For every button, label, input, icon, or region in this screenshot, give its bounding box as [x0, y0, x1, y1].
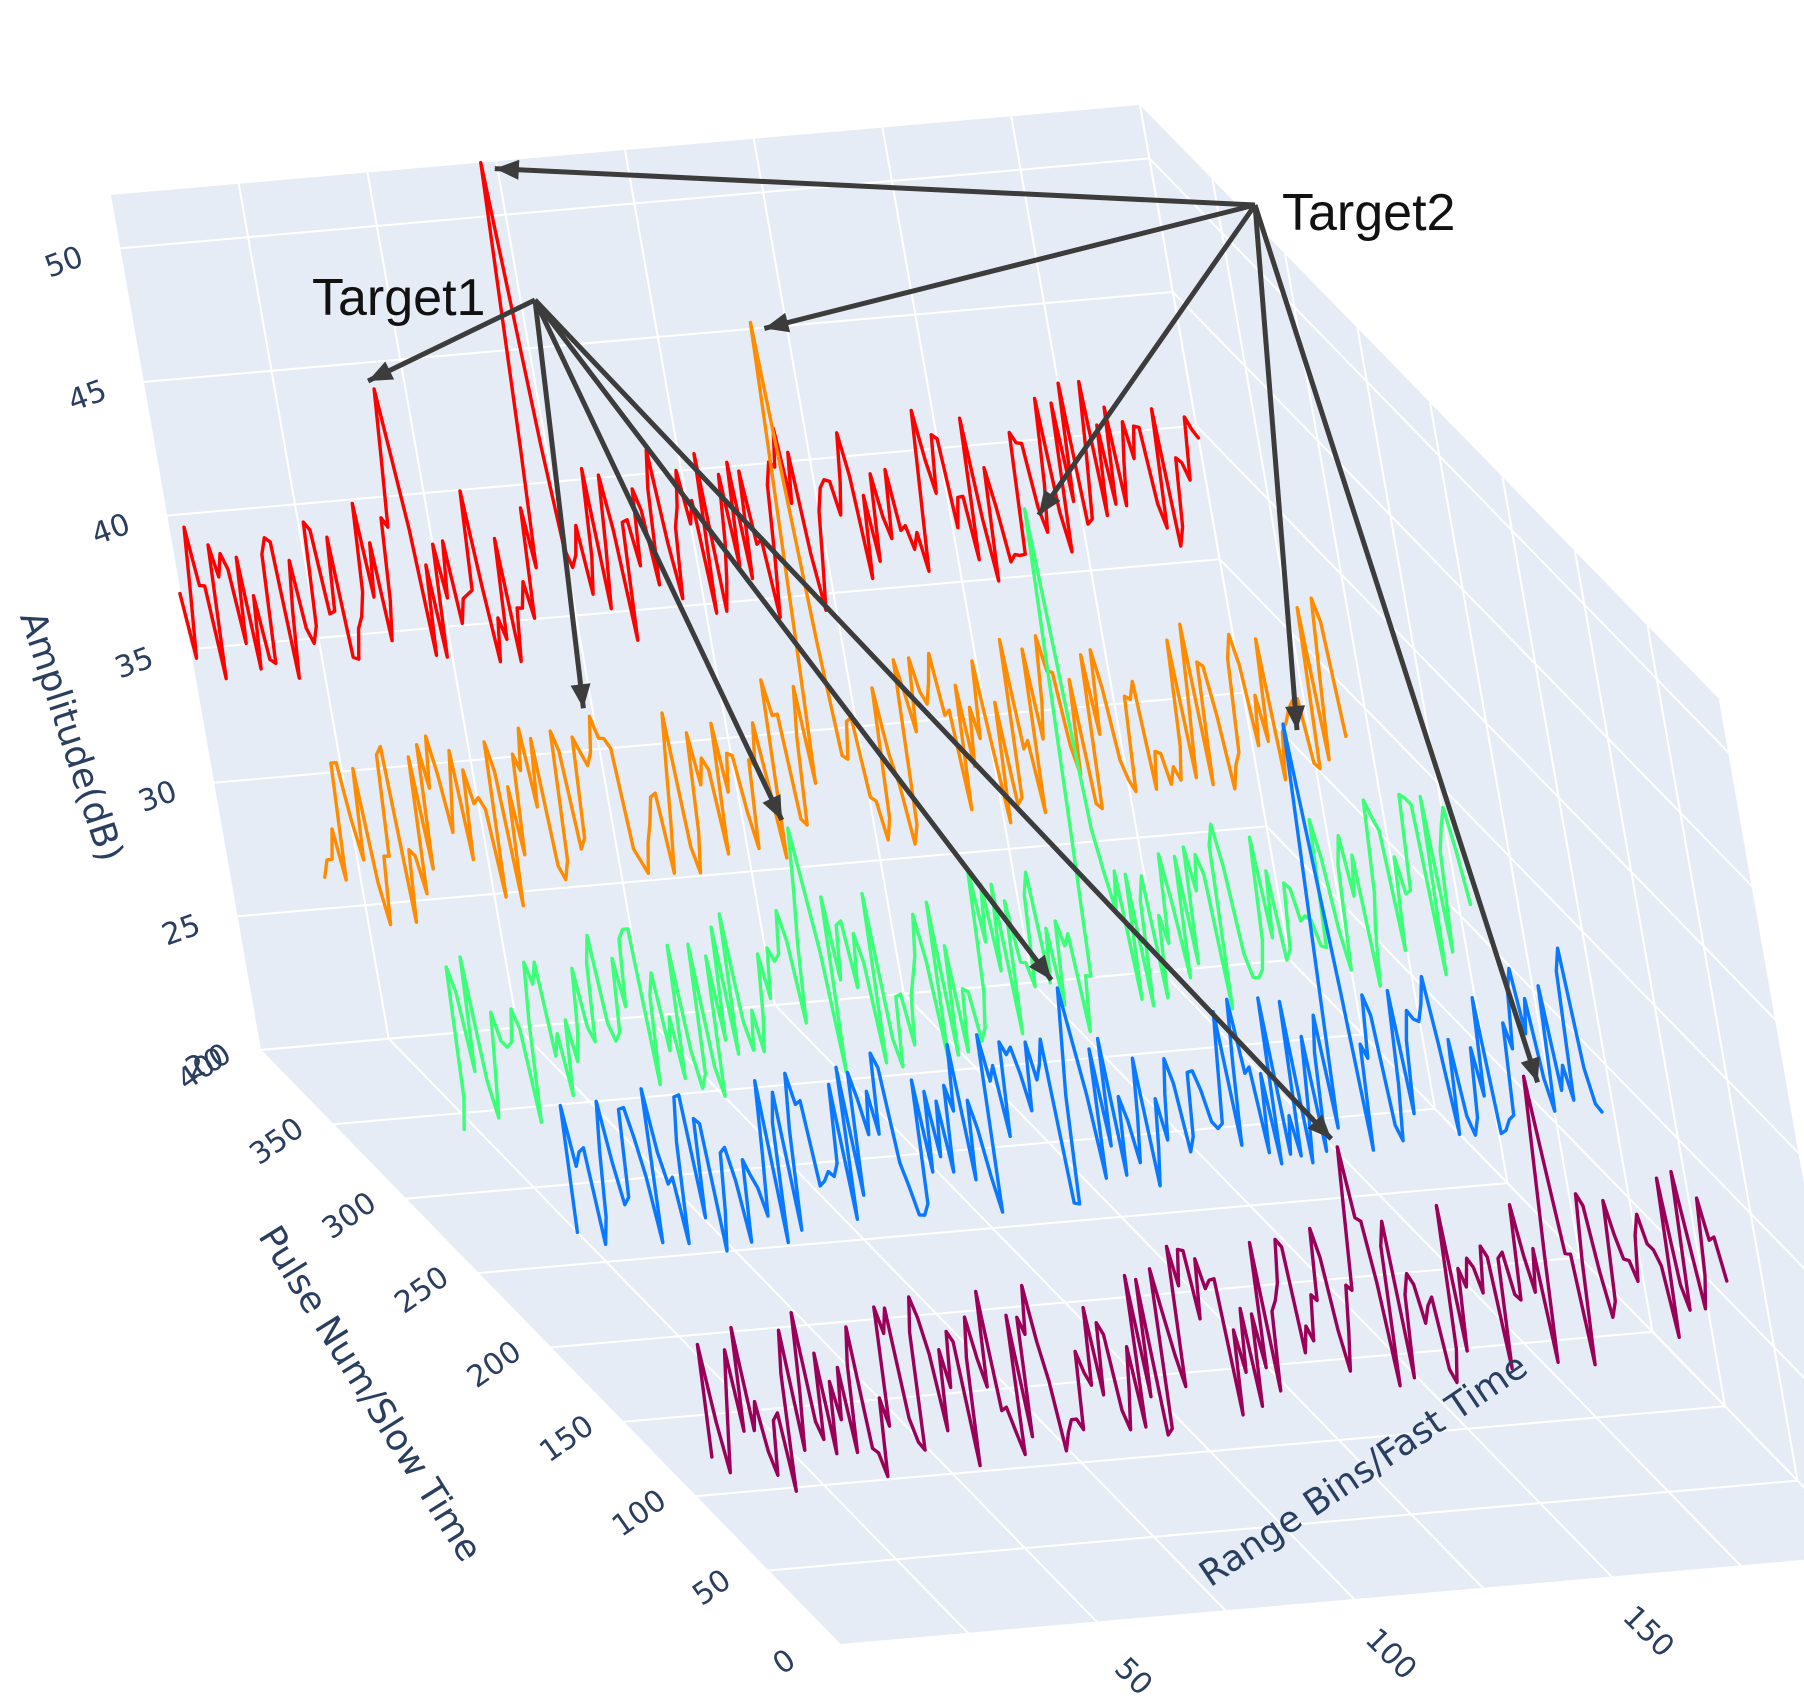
grid-right-y: [1574, 551, 1726, 1407]
y-tick-label: 350: [243, 1111, 310, 1173]
arrow-target2-pulse-400-head: [494, 159, 520, 180]
grid-right-z: [1242, 692, 1804, 1270]
grid-back-x: [624, 149, 776, 1006]
arrow-target1-pulse-80-head: [1307, 1114, 1332, 1139]
grid-floor-y: [549, 1256, 1581, 1349]
grid-right-z: [1289, 959, 1804, 1489]
grid-right-y: [1139, 104, 1291, 961]
arrow-target2-pulse-320: [763, 202, 1256, 331]
grid-back-z: [166, 424, 1197, 517]
arrow-target1-pulse-400-head: [368, 361, 395, 381]
y-tick-label: 150: [533, 1408, 600, 1470]
y-tick-label: 300: [316, 1185, 383, 1247]
z-tick-label: 45: [64, 373, 112, 419]
arrow-target1-pulse-320-head: [570, 683, 591, 709]
grid-right-z: [1195, 424, 1777, 1022]
annotation-target1: Target1: [312, 269, 485, 327]
annotation-target2: Target2: [1282, 184, 1455, 242]
z-tick-label: 25: [157, 907, 205, 953]
arrow-target1-pulse-80: [533, 298, 1334, 1141]
arrow-target2-pulse-160-head: [1285, 705, 1305, 731]
grid-back-z: [119, 157, 1150, 250]
y-tick-label: 200: [461, 1334, 528, 1396]
z-tick-label: 30: [134, 774, 182, 820]
grid-right-y: [1429, 402, 1581, 1258]
y-tick-label: 50: [686, 1562, 737, 1613]
arrow-target1-pulse-320: [532, 299, 586, 709]
grid-back-x: [881, 127, 1034, 983]
annotation-arrows: [367, 159, 1540, 1141]
x-tick-label: 150: [1616, 1599, 1681, 1664]
arrow-target2-pulse-80-head: [1520, 1056, 1540, 1083]
arrow-target1-pulse-160: [533, 298, 1054, 982]
grid-right-z: [1148, 157, 1731, 755]
grid-floor-y: [839, 1559, 1804, 1646]
z-tick-label: 35: [110, 640, 158, 686]
arrow-target2-pulse-240-head: [1038, 489, 1061, 515]
data-traces: [178, 160, 1729, 1493]
arrow-target2-pulse-320-head: [764, 312, 791, 333]
trace-pulse-80: [695, 1074, 1729, 1493]
grid-right-z: [1265, 825, 1804, 1380]
grid-back-z: [142, 291, 1173, 384]
y-tick-label: 250: [388, 1260, 455, 1322]
trace-pulse-400: [178, 160, 1201, 681]
grid-floor-y: [694, 1405, 1726, 1498]
grid-back-z: [189, 558, 1220, 651]
arrow-target2-pulse-160: [1252, 204, 1300, 731]
z-tick-label: 50: [40, 239, 88, 285]
right-wall-pane: [1140, 105, 1804, 1488]
grid-back-z: [259, 959, 1291, 1051]
grid-right-y: [1646, 625, 1799, 1481]
grid-right-y: [1501, 476, 1654, 1333]
trace-pulse-240: [444, 507, 1473, 1132]
grid-back-x: [109, 194, 261, 1051]
grid-floor-y: [767, 1479, 1798, 1572]
arrow-target2-pulse-80: [1252, 204, 1540, 1084]
z-tick-label: 40: [87, 507, 135, 553]
arrow-target2-pulse-240: [1036, 203, 1258, 517]
trace-pulse-320: [323, 320, 1348, 927]
arrow-target1-pulse-160-head: [1028, 954, 1052, 980]
y-tick-label: 100: [606, 1483, 673, 1545]
arrow-target2-pulse-400: [494, 166, 1256, 208]
z-axis-title: Amplitude(dB): [11, 606, 130, 866]
grid-floor-y: [477, 1182, 1508, 1275]
y-axis-title: Pulse Num/Slow Time: [250, 1219, 490, 1569]
x-tick-label: 100: [1358, 1622, 1423, 1687]
arrow-target1-pulse-240: [532, 298, 785, 822]
y-tick-label: 400: [171, 1036, 238, 1098]
x-tick-label: 50: [1107, 1651, 1159, 1697]
grid-back-x: [366, 172, 519, 1028]
grid-right-y: [1719, 699, 1804, 1185]
y-tick-label: 0: [767, 1642, 803, 1682]
grid-back-x: [752, 138, 905, 994]
trace-pulse-160: [558, 722, 1604, 1253]
arrow-target1-pulse-240-head: [762, 794, 782, 821]
grid-right-y: [1284, 253, 1436, 1109]
arrow-target1-pulse-400: [367, 297, 537, 384]
